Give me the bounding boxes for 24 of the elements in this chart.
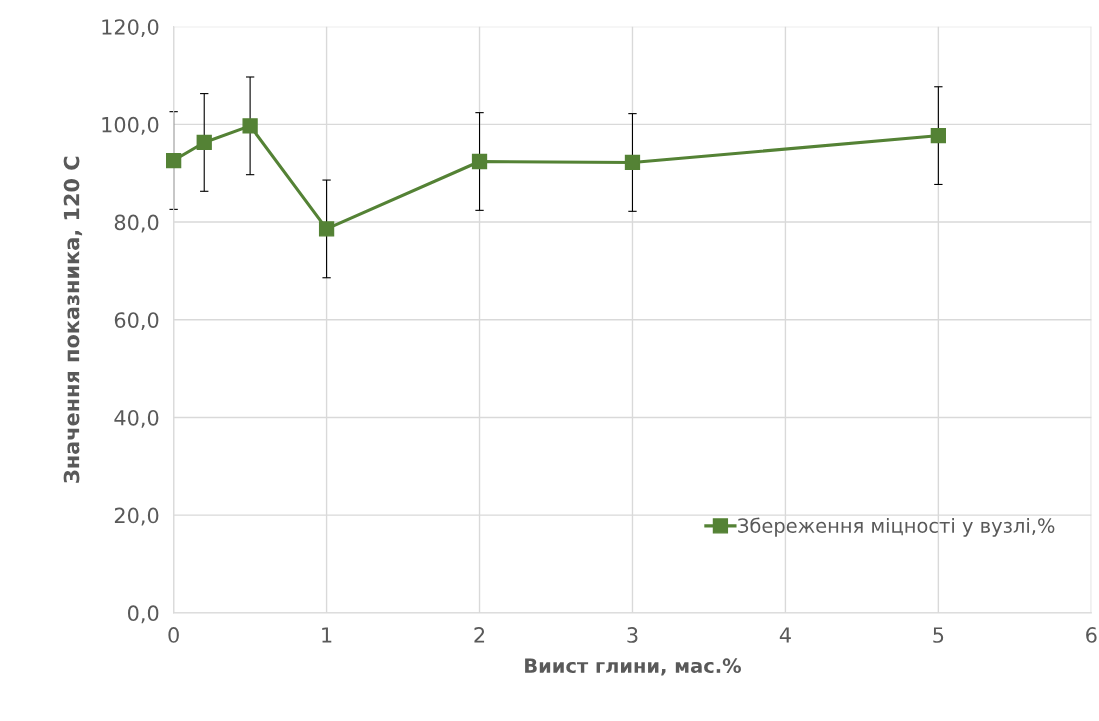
point [471, 153, 488, 170]
y-tick-label: 0,0 [128, 605, 159, 624]
y-tick-label: 40,0 [114, 409, 159, 428]
x-tick-label: 2 [474, 627, 485, 643]
point [242, 118, 258, 134]
y-tick-label: 100,0 [102, 116, 159, 135]
point [624, 154, 641, 171]
x-tick-label: 5 [933, 627, 944, 643]
legend-label: Збереження міцності у вузлі,% [738, 517, 1055, 537]
x-tick-label: 3 [627, 627, 638, 643]
point [318, 221, 335, 237]
y-tick-label: 120,0 [102, 19, 159, 38]
y-axis-title: Значення показника, 120 С [63, 156, 83, 483]
y-tick-label: 80,0 [114, 214, 159, 233]
x-axis-title: Виист глини, мас.% [525, 658, 741, 676]
x-tick-label: 4 [779, 627, 791, 643]
x-tick-label: 0 [168, 627, 179, 643]
point [166, 152, 182, 169]
y-tick-label: 20,0 [114, 507, 159, 526]
x-tick-label: 6 [1086, 627, 1097, 643]
y-tick-label: 60,0 [114, 312, 159, 331]
point [930, 127, 947, 144]
point [196, 134, 212, 151]
x-tick-label: 1 [322, 627, 332, 643]
